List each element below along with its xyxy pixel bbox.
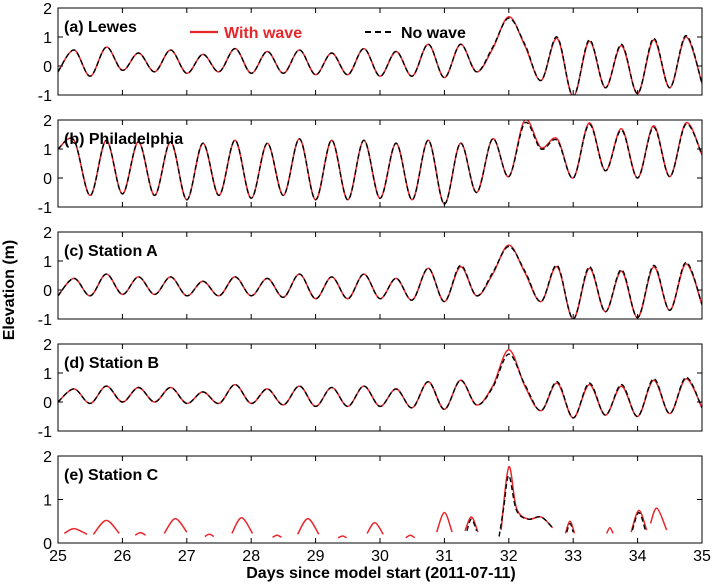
- series-with-wave: [64, 466, 668, 539]
- panel-1: -1 0 1 2 (a) Lewes: [38, 1, 703, 105]
- panel-title: (d) Station B: [64, 355, 159, 372]
- y-tick-label: 0: [43, 395, 52, 412]
- y-tick-label: 2: [43, 449, 52, 466]
- y-tick-label: 1: [43, 142, 52, 159]
- panel-title: (a) Lewes: [64, 19, 137, 36]
- x-tick-label: 25: [49, 548, 67, 565]
- x-tick-label: 34: [629, 548, 647, 565]
- series-line-with-wave-15: [606, 527, 614, 534]
- x-tick-label: 33: [564, 548, 582, 565]
- series-line-with-wave-7: [296, 517, 320, 535]
- series-no-wave: [466, 474, 646, 537]
- series-no-wave: [58, 353, 702, 419]
- series-no-wave: [58, 17, 702, 95]
- plot-frame: [57, 7, 703, 96]
- series-line-no-wave-0: [58, 245, 702, 319]
- series-line-no-wave-0: [58, 353, 702, 419]
- y-tick-label: 0: [43, 536, 52, 553]
- panel-2: -1 0 1 2 (b) Philadelphia: [38, 113, 703, 217]
- panel-title: (e) Station C: [64, 467, 159, 484]
- series-line-with-wave-0: [58, 120, 702, 205]
- panel-4: -1 0 1 2 (d) Station B: [38, 337, 703, 441]
- x-tick-label: 30: [371, 548, 389, 565]
- series-line-with-wave-3: [163, 517, 188, 534]
- y-tick-label: 0: [43, 59, 52, 76]
- panel-title: (b) Philadelphia: [64, 131, 183, 148]
- series-line-with-wave-6: [272, 534, 282, 539]
- legend: With wave No wave: [190, 25, 466, 42]
- series-line-with-wave-10: [405, 534, 416, 539]
- x-tick-label: 28: [242, 548, 260, 565]
- y-tick-label: -1: [38, 88, 52, 105]
- panel-title: (c) Station A: [64, 243, 158, 260]
- x-tick-label: 29: [307, 548, 325, 565]
- y-tick-label: 2: [43, 337, 52, 354]
- y-tick-label: 1: [43, 366, 52, 383]
- x-tick-label: 35: [693, 548, 711, 565]
- x-axis-label: Days since model start (2011-07-11): [246, 565, 515, 582]
- series-line-no-wave-0: [58, 17, 702, 95]
- series-line-with-wave-5: [231, 517, 254, 534]
- series-line-with-wave-0: [64, 527, 88, 535]
- series-line-with-wave-17: [649, 507, 668, 531]
- series-line-no-wave-1: [498, 474, 554, 537]
- panels-group: -1 0 1 2 (a) Lewes -1 0 1 2 (b) Philadelphia -1 0 1 2…: [38, 1, 711, 565]
- series-line-with-wave-11: [435, 511, 453, 533]
- series-line-with-wave-4: [204, 533, 215, 538]
- panel-5: 0 1 2 25 26 27 28 29 30 31 32 33 34 35 (e) Station C: [43, 449, 711, 565]
- y-tick-label: 2: [43, 113, 52, 130]
- y-tick-label: 0: [43, 283, 52, 300]
- y-tick-label: 1: [43, 493, 52, 510]
- y-tick-label: -1: [38, 200, 52, 217]
- series-line-with-wave-1: [92, 519, 120, 535]
- y-tick-label: 1: [43, 254, 52, 271]
- series-line-with-wave-13: [500, 466, 554, 531]
- legend-label-with-wave: With wave: [224, 25, 302, 42]
- panel-3: -1 0 1 2 (c) Station A: [38, 225, 703, 329]
- series-with-wave: [58, 15, 702, 95]
- y-tick-label: 0: [43, 171, 52, 188]
- series-line-no-wave-3: [631, 511, 646, 531]
- series-line-with-wave-12: [464, 516, 479, 533]
- y-tick-label: 2: [43, 1, 52, 18]
- y-tick-label: -1: [38, 312, 52, 329]
- series-line-with-wave-14: [564, 520, 576, 534]
- y-tick-label: 2: [43, 225, 52, 242]
- y-axis-label: Elevation (m): [1, 240, 18, 340]
- series-line-no-wave-0: [466, 518, 478, 532]
- y-tick-label: 1: [43, 30, 52, 47]
- x-tick-label: 32: [500, 548, 518, 565]
- series-line-with-wave-0: [58, 15, 702, 95]
- series-no-wave: [58, 245, 702, 319]
- series-line-with-wave-2: [134, 531, 146, 536]
- x-tick-label: 31: [436, 548, 454, 565]
- series-line-with-wave-8: [337, 535, 347, 539]
- y-tick-label: -1: [38, 424, 52, 441]
- series-line-no-wave-2: [566, 522, 574, 533]
- series-with-wave: [58, 120, 702, 205]
- x-tick-label: 27: [178, 548, 196, 565]
- x-tick-label: 26: [114, 548, 132, 565]
- series-line-with-wave-9: [366, 521, 384, 535]
- legend-label-no-wave: No wave: [401, 25, 466, 42]
